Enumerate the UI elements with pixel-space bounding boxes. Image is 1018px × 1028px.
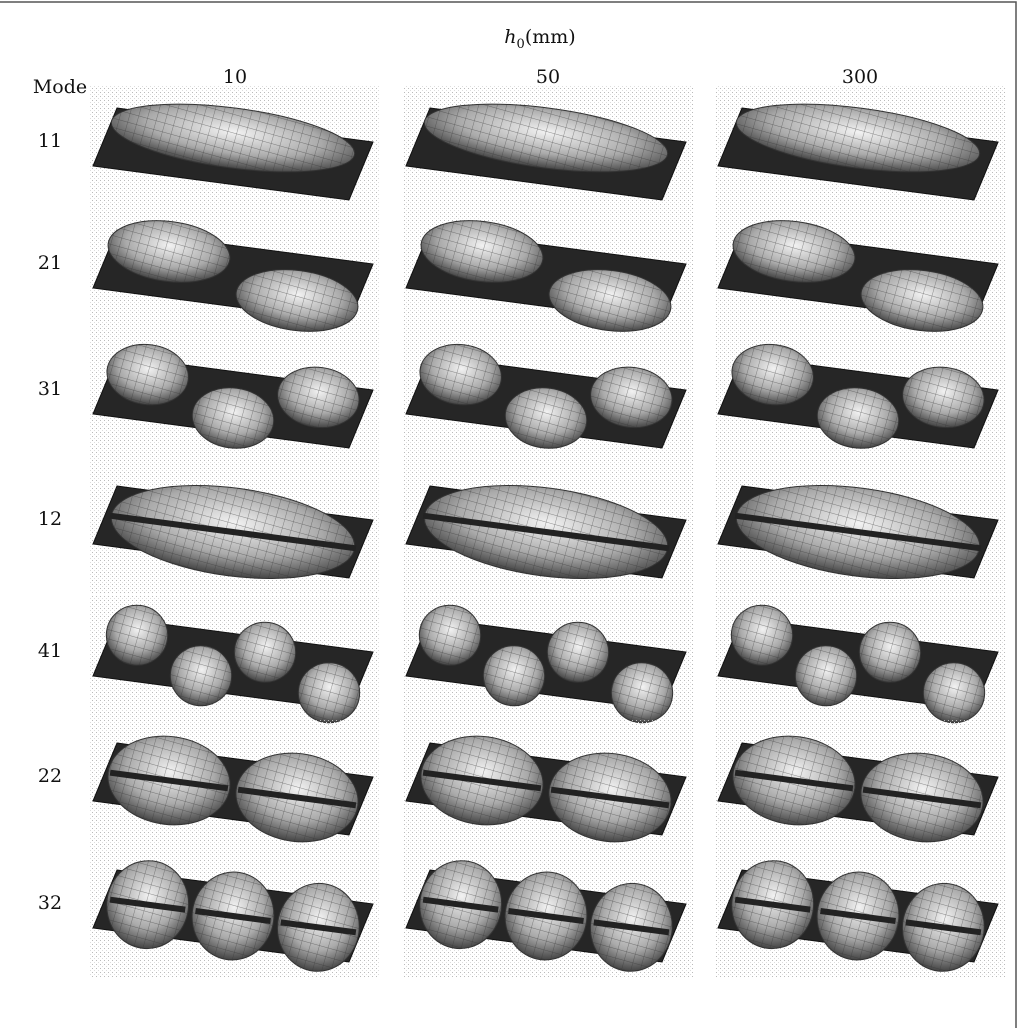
mode-shape xyxy=(403,463,693,593)
header-label: h0(mm) xyxy=(504,26,575,52)
mode-shape xyxy=(403,333,693,463)
row-label: 21 xyxy=(38,252,62,274)
row-label: 31 xyxy=(38,378,62,400)
mode-shape xyxy=(715,85,1005,215)
mode-shape xyxy=(403,207,693,338)
column-label: 50 xyxy=(536,66,560,88)
mode-shape xyxy=(403,847,693,977)
header-subscript: 0 xyxy=(517,37,525,52)
mode-shape xyxy=(90,463,380,593)
mode-shape xyxy=(403,720,693,850)
row-label: 22 xyxy=(38,765,62,787)
column-label: 300 xyxy=(842,66,878,88)
row-label: 41 xyxy=(38,640,62,662)
mode-shape xyxy=(715,847,1005,977)
column-label: 10 xyxy=(223,66,247,88)
mode-shape xyxy=(403,85,693,215)
mode-shape xyxy=(715,207,1005,338)
panel-grid xyxy=(90,85,1005,977)
figure: h0(mm) Mode 10 50 300 11 21 31 12 41 22 32 xyxy=(0,0,1018,1028)
mode-shape xyxy=(90,720,380,850)
row-label: 32 xyxy=(38,892,62,914)
mode-shape xyxy=(90,595,380,727)
header-unit: (mm) xyxy=(525,26,576,48)
mode-shape xyxy=(715,595,1005,727)
mode-shape xyxy=(90,85,380,215)
mode-shape xyxy=(403,595,693,727)
mode-shape xyxy=(715,333,1005,463)
row-label: 11 xyxy=(38,130,62,152)
mode-shape xyxy=(90,207,380,338)
mode-shape xyxy=(90,333,380,463)
row-header: Mode xyxy=(33,76,87,98)
row-label: 12 xyxy=(38,508,62,530)
mode-shape xyxy=(715,720,1005,850)
mode-shape xyxy=(715,463,1005,593)
mode-shape xyxy=(90,847,380,977)
header-symbol: h xyxy=(504,26,516,48)
